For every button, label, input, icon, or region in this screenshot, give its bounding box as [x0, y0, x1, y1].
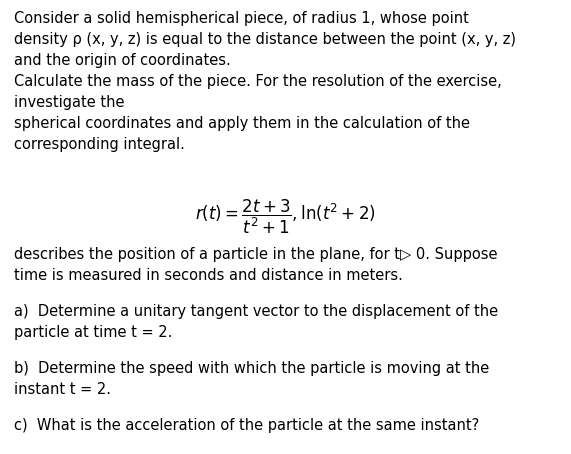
Text: Consider a solid hemispherical piece, of radius 1, whose point
density ρ (x, y, : Consider a solid hemispherical piece, of… — [14, 11, 516, 153]
Text: c)  What is the acceleration of the particle at the same instant?: c) What is the acceleration of the parti… — [14, 418, 480, 433]
Text: $r(t) = \dfrac{2t + 3}{t^2 + 1}, \ln(t^2 + 2)$: $r(t) = \dfrac{2t + 3}{t^2 + 1}, \ln(t^2… — [195, 197, 376, 236]
Text: b)  Determine the speed with which the particle is moving at the
instant t = 2.: b) Determine the speed with which the pa… — [14, 361, 489, 397]
Text: describes the position of a particle in the plane, for t▷ 0. Suppose
time is mea: describes the position of a particle in … — [14, 247, 498, 283]
Text: a)  Determine a unitary tangent vector to the displacement of the
particle at ti: a) Determine a unitary tangent vector to… — [14, 304, 498, 340]
